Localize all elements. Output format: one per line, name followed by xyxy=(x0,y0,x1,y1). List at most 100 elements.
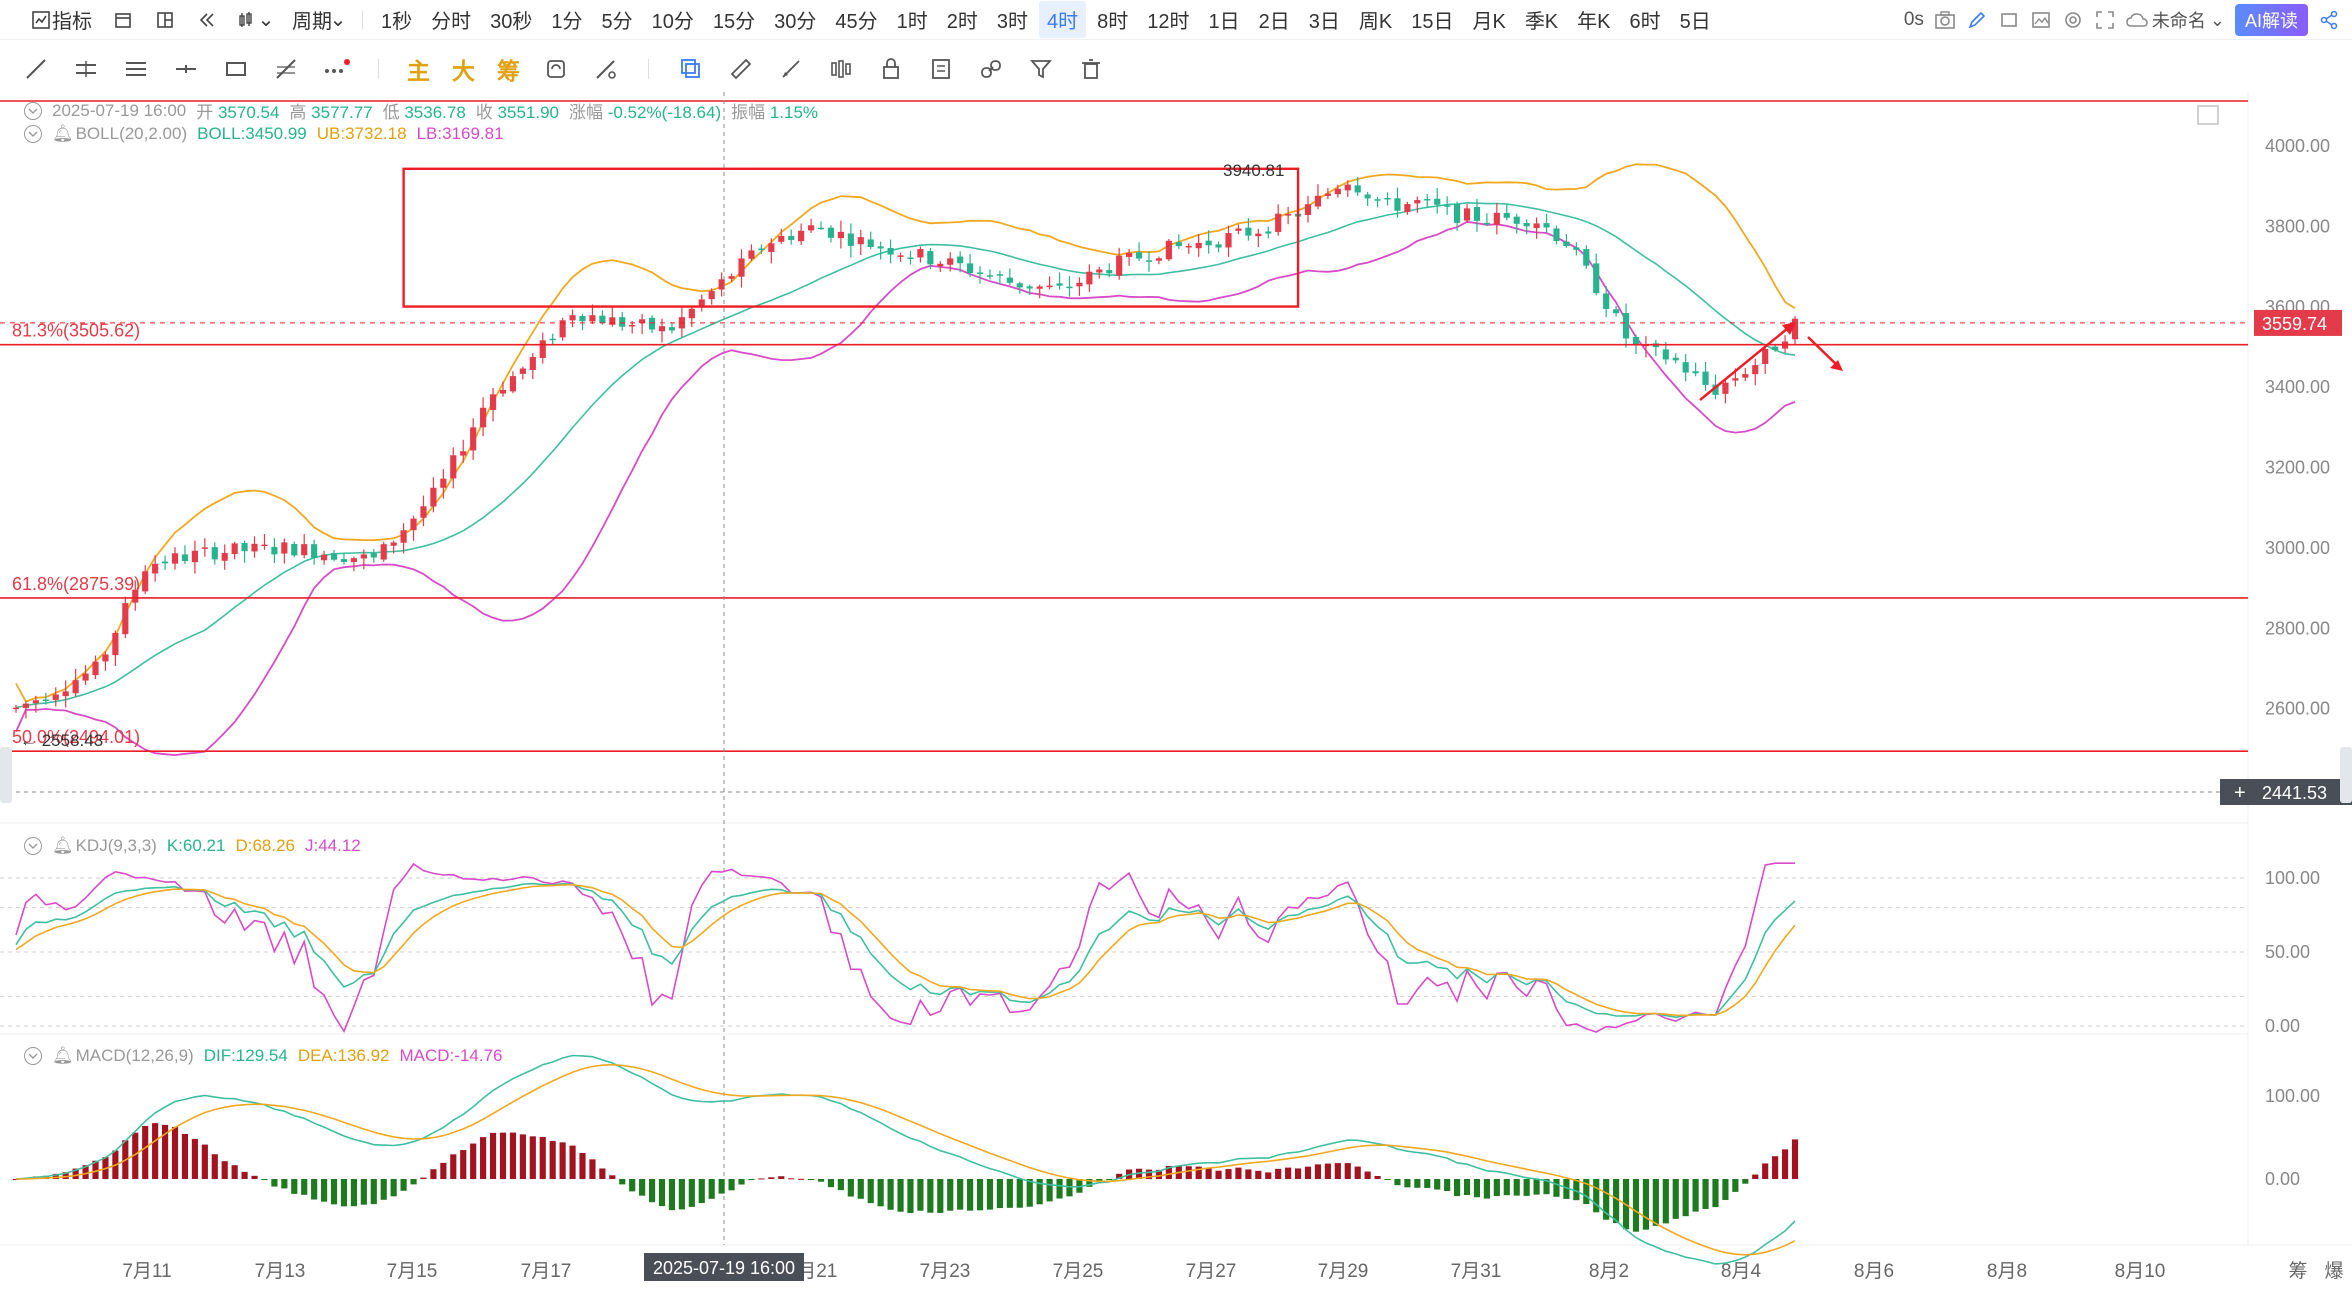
x-tick-label: 7月17 xyxy=(521,1261,572,1282)
collapse-icon[interactable] xyxy=(24,125,42,143)
macd-bar xyxy=(1613,1179,1620,1224)
collapse-icon[interactable] xyxy=(24,1047,42,1065)
candle-body xyxy=(1056,283,1063,286)
pen-icon[interactable] xyxy=(1966,9,1988,31)
fib-tool-icon[interactable] xyxy=(272,55,300,83)
candle-body xyxy=(1324,193,1331,196)
period-20[interactable]: 月K xyxy=(1472,11,1506,33)
period-2[interactable]: 30秒 xyxy=(490,11,533,33)
kline-chart[interactable]: 4000.003800.003600.003400.003200.003000.… xyxy=(0,92,2352,1299)
period-10[interactable]: 2时 xyxy=(946,11,978,33)
period-select[interactable]: 周期 ⌄ xyxy=(284,1,352,38)
sync-icon[interactable] xyxy=(542,55,570,83)
collapse-icon[interactable] xyxy=(24,101,42,120)
candle-body xyxy=(241,543,248,552)
period-16[interactable]: 2日 xyxy=(1258,11,1290,33)
period-23[interactable]: 6时 xyxy=(1629,11,1661,33)
candle-body xyxy=(668,327,676,331)
bell-icon[interactable]: 🔔︎ xyxy=(52,1046,74,1065)
macd-bar xyxy=(1116,1173,1123,1179)
big-order-chip[interactable]: 大 xyxy=(452,58,475,84)
period-4[interactable]: 5分 xyxy=(601,11,633,33)
chip-distribution-chip[interactable]: 筹 xyxy=(497,58,520,84)
period-9[interactable]: 1时 xyxy=(896,11,928,33)
period-18[interactable]: 周K xyxy=(1358,11,1393,33)
candle-body xyxy=(907,257,914,260)
share-icon[interactable] xyxy=(2318,9,2340,31)
last-price-tag xyxy=(2254,309,2342,336)
period-7[interactable]: 30分 xyxy=(774,11,817,33)
filter-icon[interactable] xyxy=(1027,55,1055,83)
period-8[interactable]: 45分 xyxy=(835,11,878,33)
macd-bar xyxy=(1334,1163,1341,1179)
collapse-icon[interactable] xyxy=(24,837,42,855)
period-22[interactable]: 年K xyxy=(1577,11,1611,33)
horizontal-line-icon[interactable] xyxy=(172,55,200,83)
macd-bar xyxy=(1076,1179,1083,1193)
macd-bar xyxy=(986,1179,994,1210)
replay-button[interactable] xyxy=(188,5,226,35)
main-force-chip[interactable]: 主 xyxy=(407,58,430,84)
candle-body xyxy=(658,326,666,332)
left-panel-toggle[interactable] xyxy=(0,747,12,803)
chart-area[interactable]: 4000.00 3800.00 3600.00 3400.00 3200.00 3000.… xyxy=(0,92,2352,1299)
macd-bar xyxy=(241,1171,248,1179)
link-icon[interactable] xyxy=(977,55,1005,83)
camera-icon[interactable] xyxy=(1934,9,1956,31)
indicator-button[interactable]: 指标 xyxy=(22,1,100,38)
period-19[interactable]: 15日 xyxy=(1411,11,1454,33)
brush-icon[interactable] xyxy=(777,55,805,83)
period-21[interactable]: 季K xyxy=(1524,11,1559,33)
layout-button[interactable] xyxy=(146,5,184,35)
window-icon[interactable] xyxy=(1998,9,2020,31)
candle-body xyxy=(62,691,69,697)
copy-icon[interactable] xyxy=(677,55,705,83)
period-3[interactable]: 1分 xyxy=(551,11,583,33)
macd-bar xyxy=(1255,1170,1262,1179)
bell-icon[interactable]: 🔔︎ xyxy=(52,836,74,855)
account-select[interactable]: 未命名 ⌄ xyxy=(2126,7,2225,33)
bars-pattern-icon[interactable] xyxy=(827,55,855,83)
lock-icon[interactable] xyxy=(877,55,905,83)
period-17[interactable]: 3日 xyxy=(1308,11,1340,33)
period-24[interactable]: 5日 xyxy=(1679,11,1711,33)
period-0[interactable]: 1秒 xyxy=(381,11,413,33)
image-icon[interactable] xyxy=(2030,9,2052,31)
calendar-button[interactable] xyxy=(104,5,142,35)
settings-icon[interactable] xyxy=(2062,9,2084,31)
ai-interpret-button[interactable]: AI解读 xyxy=(2234,4,2308,36)
candle-body xyxy=(857,237,864,245)
magnet-icon[interactable] xyxy=(592,55,620,83)
candle-body xyxy=(370,553,377,558)
period-1[interactable]: 分时 xyxy=(431,11,472,33)
period-6[interactable]: 15分 xyxy=(712,11,756,33)
period-13[interactable]: 8时 xyxy=(1097,11,1129,33)
period-14[interactable]: 12时 xyxy=(1147,11,1190,33)
candle-body xyxy=(161,561,169,564)
macd-bar xyxy=(698,1179,705,1204)
line-tool-icon[interactable] xyxy=(22,55,50,83)
channel-icon[interactable] xyxy=(122,55,150,83)
macd-bar xyxy=(957,1179,964,1210)
macd-bar xyxy=(1384,1179,1391,1180)
candle-body xyxy=(420,506,427,518)
note-icon[interactable] xyxy=(927,55,955,83)
right-panel-toggle[interactable] xyxy=(2340,747,2352,803)
rectangle-tool-icon[interactable] xyxy=(222,55,250,83)
macd-bar xyxy=(271,1179,278,1187)
period-5[interactable]: 10分 xyxy=(651,11,694,33)
candle-type-button[interactable]: ⌄ xyxy=(230,5,280,35)
trash-icon[interactable] xyxy=(1077,55,1105,83)
macd-bar xyxy=(1294,1168,1302,1179)
fullscreen-icon[interactable] xyxy=(2094,9,2116,31)
candle-body xyxy=(1543,223,1550,228)
period-11[interactable]: 3时 xyxy=(996,11,1028,33)
ruler-icon[interactable] xyxy=(727,55,755,83)
period-12[interactable]: 4时 xyxy=(1039,1,1087,38)
macd-bar xyxy=(1692,1179,1699,1212)
candle-body xyxy=(837,231,844,239)
more-tools-icon[interactable] xyxy=(322,55,350,83)
period-15[interactable]: 1日 xyxy=(1208,11,1240,33)
parallel-line-icon[interactable] xyxy=(72,55,100,83)
bell-icon[interactable]: 🔔︎ xyxy=(52,124,74,143)
